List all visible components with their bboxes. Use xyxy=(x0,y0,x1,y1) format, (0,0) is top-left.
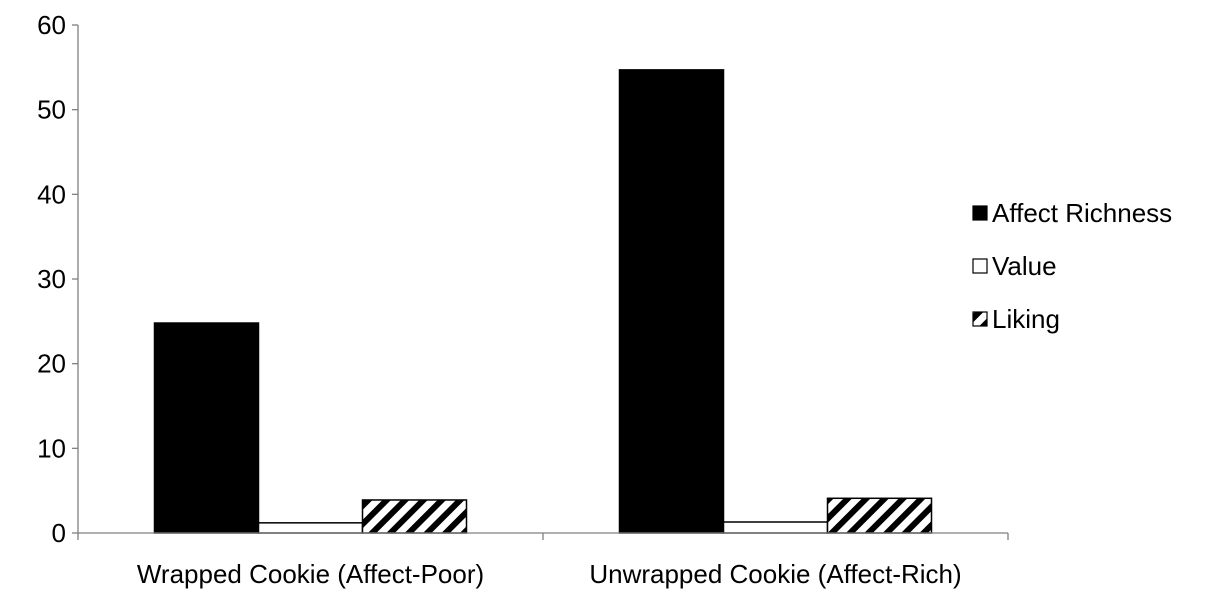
axes xyxy=(77,25,1009,540)
bar-liking xyxy=(826,497,933,534)
y-tick-label: 10 xyxy=(37,433,66,463)
legend-label: Liking xyxy=(992,304,1060,334)
y-tick-label: 40 xyxy=(37,179,66,209)
bars xyxy=(153,69,933,534)
legend-label: Affect Richness xyxy=(992,198,1172,228)
legend-label: Value xyxy=(992,251,1057,281)
legend: Affect Richness Value Liking xyxy=(972,198,1172,334)
legend-swatch xyxy=(972,205,988,221)
bar-affect-richness xyxy=(153,322,260,534)
y-tick-label: 20 xyxy=(37,349,66,379)
x-category-label: Unwrapped Cookie (Affect-Rich) xyxy=(589,559,961,589)
y-axis-ticks: 0 10 20 30 40 50 60 xyxy=(37,10,78,548)
y-tick-label: 50 xyxy=(37,95,66,125)
bar-value xyxy=(722,521,829,534)
x-axis-labels: Wrapped Cookie (Affect-Poor) Unwrapped Co… xyxy=(137,559,962,589)
y-tick-label: 30 xyxy=(37,264,66,294)
x-category-label: Wrapped Cookie (Affect-Poor) xyxy=(137,559,484,589)
bar-liking xyxy=(361,499,468,534)
bar-affect-richness xyxy=(618,69,725,534)
legend-swatch xyxy=(972,258,988,274)
y-tick-label: 0 xyxy=(52,518,66,548)
y-tick-label: 60 xyxy=(37,10,66,40)
bar-value xyxy=(257,522,364,534)
legend-swatch xyxy=(972,311,988,327)
